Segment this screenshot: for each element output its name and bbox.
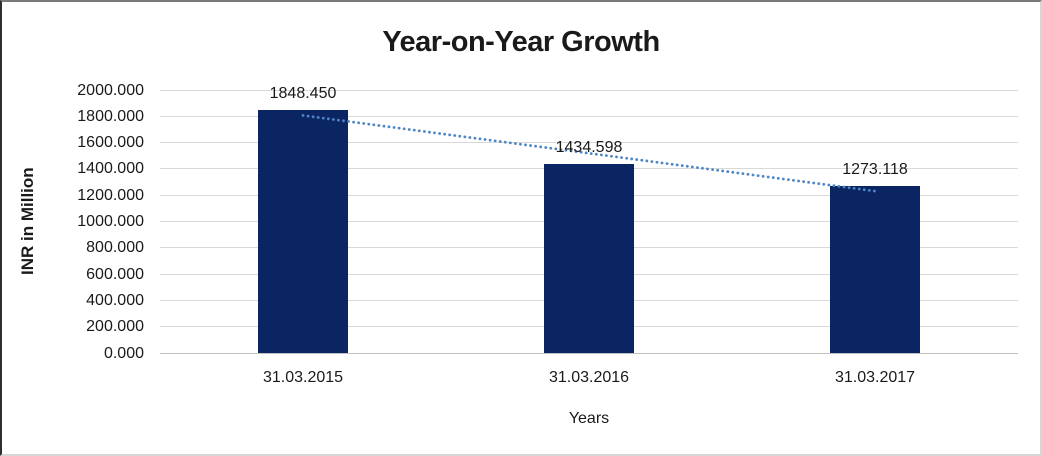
gridline	[160, 89, 1018, 91]
trendline	[301, 114, 877, 193]
y-tick-label: 2000.000	[77, 81, 144, 99]
x-axis-title: Years	[568, 410, 610, 427]
x-axis-line	[160, 352, 1018, 354]
y-tick-label: 0.000	[103, 344, 144, 362]
y-axis-tick-labels: 0.000 200.000 400.000 600.000 800.000 1000.00…	[2, 82, 152, 362]
x-axis-tick-labels: 31.03.2015 31.03.2016 31.03.2017	[160, 369, 1018, 391]
bar-value-label: 1434.598	[555, 139, 623, 157]
y-tick-label: 600.000	[86, 265, 144, 283]
gridline	[160, 142, 1018, 144]
y-tick-label: 200.000	[86, 318, 144, 336]
bar-value-label: 1848.450	[269, 84, 337, 102]
y-tick-label: 1600.000	[77, 134, 144, 152]
y-tick-label: 1000.000	[77, 213, 144, 230]
x-tick-label: 31.03.2016	[548, 369, 630, 386]
bar-31.03.2016[interactable]	[544, 164, 634, 353]
trendline-layer	[301, 114, 877, 193]
x-tick-label: 31.03.2017	[834, 369, 916, 386]
gridline	[160, 115, 1018, 117]
plot-area: 1848.450 1434.598 1273.118	[160, 85, 1018, 354]
bar-31.03.2015[interactable]	[258, 109, 348, 353]
y-tick-label: 1800.000	[77, 107, 144, 125]
y-tick-label: 400.000	[86, 291, 144, 309]
x-tick-label: 31.03.2015	[262, 369, 344, 386]
y-tick-label: 1400.000	[77, 160, 144, 178]
chart-title: Year-on-Year Growth	[382, 26, 660, 58]
y-tick-label: 1200.000	[77, 186, 144, 204]
bar-31.03.2017[interactable]	[830, 185, 920, 353]
y-tick-label: 800.000	[86, 239, 144, 257]
bar-value-label: 1273.118	[842, 160, 908, 178]
